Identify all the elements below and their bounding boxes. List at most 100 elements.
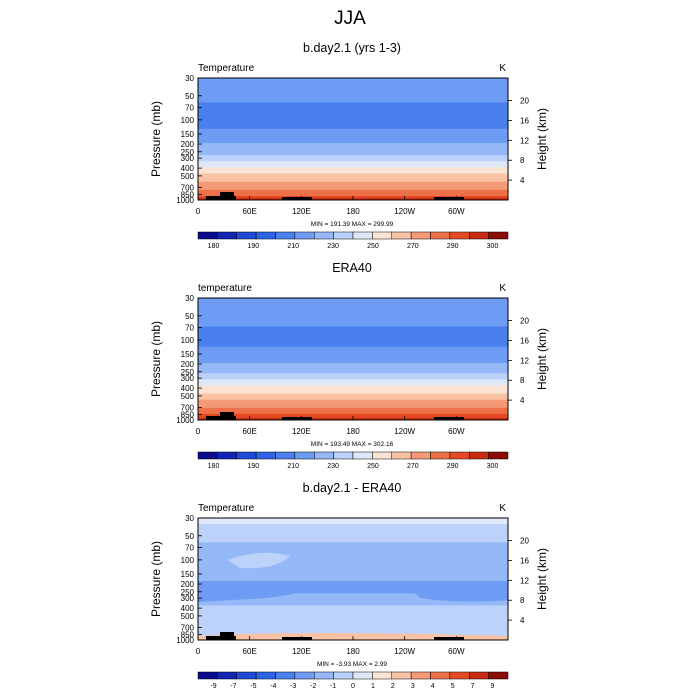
panel-3-contour-band — [198, 568, 508, 572]
panel-3-colorbar-label: 3 — [411, 683, 415, 690]
panel-2-y-tick-label: 30 — [185, 294, 194, 303]
panel-1-y-right-tick-label: 4 — [520, 176, 525, 185]
panel-3-x-tick-label: 0 — [196, 647, 201, 656]
panel-1-topography — [220, 192, 234, 200]
panel-1-contour-band — [198, 145, 508, 148]
panel-1-contour-band — [198, 171, 508, 175]
panel-1-contour-band — [198, 128, 508, 132]
panel-1-contour-band — [198, 175, 508, 179]
panel-3-x-tick-label: 120W — [394, 647, 415, 656]
panel-2-contour-band — [198, 308, 508, 311]
panel-2-colorbar-swatch — [217, 451, 237, 460]
panel-1-contour-band — [198, 189, 508, 193]
panel-3-topography — [220, 632, 234, 640]
panel-3-contour-band — [198, 621, 508, 625]
panel-2-y-tick-label: 100 — [181, 336, 195, 345]
panel-3-contour-band — [198, 585, 508, 588]
panel-1-y-tick-label: 850 — [181, 190, 195, 199]
panel-1-contour-band — [198, 120, 508, 124]
panel-3-contour-band — [198, 625, 508, 629]
panel-1-contour-band — [198, 179, 508, 183]
panel-2-x-tick-label: 180 — [346, 427, 360, 436]
panel-2-y-tick-label: 150 — [181, 350, 195, 359]
panel-1-contour-band — [198, 92, 508, 95]
panel-1-contour-band — [198, 167, 508, 171]
panel-2-contour-band — [198, 334, 508, 338]
panel-3-y-tick-label: 250 — [181, 588, 195, 597]
panel-3-x-tick-label: 180 — [346, 647, 360, 656]
panel-2-colorbar-swatch — [449, 451, 470, 460]
panel-1-colorbar-swatch — [372, 231, 392, 240]
panel-2-contour-band — [198, 350, 508, 354]
panel-1-colorbar: 180 190 210 230 250 270 290 300 — [197, 231, 509, 250]
panel-3-contour-patch — [330, 543, 470, 554]
panel-1-y-tick-label: 400 — [181, 164, 195, 173]
panel-2-contour-band — [198, 302, 508, 305]
panel-3-contour-band — [198, 554, 508, 558]
panel-3-contour-band — [198, 570, 508, 574]
panel-2-contour-band — [198, 316, 508, 319]
panel-2-contour-band — [198, 387, 508, 391]
panel-3-contour-band — [198, 518, 508, 521]
panel-2-colorbar-label: 230 — [327, 463, 339, 470]
panel-2-contour-band — [198, 407, 508, 411]
panel-2-contour-band — [198, 413, 508, 417]
panel-1-y-tick-label: 200 — [181, 140, 195, 149]
panel-2-contour-band — [198, 411, 508, 415]
panel-1-colorbar-swatch — [352, 231, 373, 240]
panel-1-contour-band — [198, 96, 508, 99]
panel-2-contour-band — [198, 397, 508, 401]
panel-2-contour-band — [198, 352, 508, 356]
panel-1-contour-band — [198, 126, 508, 130]
panel-3-contour-band — [198, 619, 508, 623]
panel-3-stats: MIN = -3.93 MAX = 2.99 — [317, 661, 387, 668]
panel-2-contour-band — [198, 363, 508, 366]
panel-1-topography — [282, 197, 312, 200]
page-title: JJA — [334, 8, 366, 29]
panel-3-contour-band — [198, 611, 508, 615]
panel-3-variable-label: Temperature — [198, 503, 255, 514]
panel-2-colorbar-label: 190 — [248, 463, 260, 470]
panel-2-topography — [220, 412, 234, 420]
panel-2-contour-band — [198, 373, 508, 376]
panel-3-y-tick-label: 850 — [181, 630, 195, 639]
panel-2-contour-band — [198, 318, 508, 321]
panel-1-contour-band — [198, 163, 508, 167]
panel-3-colorbar-swatch — [314, 671, 334, 680]
panel-3-colorbar-label: -2 — [310, 683, 316, 690]
panel-2-contour-band — [198, 361, 508, 364]
panel-1-contour-band — [198, 108, 508, 112]
panel-2-y-tick-label: 250 — [181, 368, 195, 377]
panel-2-contour-band — [198, 300, 508, 303]
panel-3-contour-band — [198, 629, 508, 633]
panel-2-x-tick-label: 120W — [394, 427, 415, 436]
panel-2-x-tick-label: 60E — [243, 427, 257, 436]
panel-3-contour-band — [198, 589, 508, 592]
panel-2-colorbar-swatch — [488, 451, 509, 460]
panel-2-contour-band — [198, 338, 508, 342]
panel-1-colorbar-swatch — [430, 231, 451, 240]
panel-3-colorbar-swatch — [333, 671, 354, 680]
panel-3-contour-band — [198, 579, 508, 582]
panel-3-contour-band — [198, 601, 508, 604]
panel-3-colorbar-label: -4 — [270, 683, 276, 690]
panel-3-contour-band — [198, 599, 508, 602]
panel-2-contour-band — [198, 342, 508, 346]
panel-1-contour-band — [198, 151, 508, 154]
panel-1-x-tick-label: 0 — [196, 207, 201, 216]
panel-3-colorbar-label: 9 — [491, 683, 495, 690]
panel-1: b.day2.1 (yrs 1-3) Temperature K 30 50 70 100 1… — [149, 41, 549, 250]
panel-2-contour-band — [198, 399, 508, 403]
panel-1-contour-band — [198, 130, 508, 134]
panel-3-contour-band — [198, 609, 508, 613]
panel-1-contour-band — [198, 191, 508, 195]
panel-2-contour-band — [198, 359, 508, 362]
panel-3-colorbar-label: 0 — [351, 683, 355, 690]
panel-3-colorbar-swatch — [469, 671, 489, 680]
panel-3-contour-band — [198, 534, 508, 537]
panel-2-colorbar-label: 210 — [287, 463, 299, 470]
